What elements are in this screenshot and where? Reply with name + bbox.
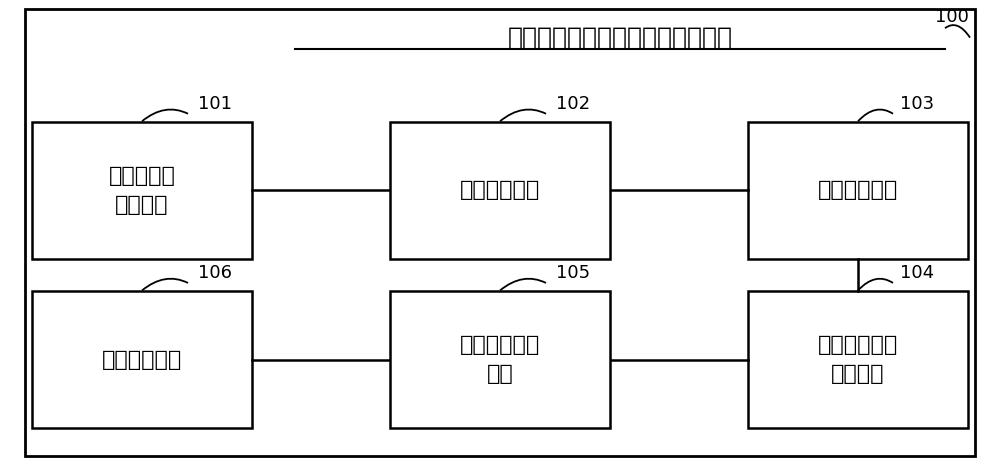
Text: 第一配置单元: 第一配置单元 <box>460 180 540 200</box>
Bar <box>32 291 252 428</box>
Text: 104: 104 <box>900 264 934 282</box>
Text: 第一测试单元: 第一测试单元 <box>102 350 182 369</box>
Text: 第一脚本生成
单元: 第一脚本生成 单元 <box>460 335 540 384</box>
Text: 105: 105 <box>556 264 590 282</box>
Bar <box>32 122 252 258</box>
Bar <box>748 122 968 258</box>
Text: 待测试对象
获取单元: 待测试对象 获取单元 <box>109 165 175 215</box>
Text: 第一样例数据
获取单元: 第一样例数据 获取单元 <box>818 335 898 384</box>
Text: 106: 106 <box>198 264 232 282</box>
Bar <box>390 122 610 258</box>
Text: 101: 101 <box>198 95 232 113</box>
Text: 102: 102 <box>556 95 590 113</box>
Text: 100: 100 <box>935 8 969 26</box>
Text: 第二配置单元: 第二配置单元 <box>818 180 898 200</box>
Bar <box>390 291 610 428</box>
Bar <box>748 291 968 428</box>
Text: 基于自动抓包的压测脚本生成装置: 基于自动抓包的压测脚本生成装置 <box>508 25 732 50</box>
Text: 103: 103 <box>900 95 934 113</box>
